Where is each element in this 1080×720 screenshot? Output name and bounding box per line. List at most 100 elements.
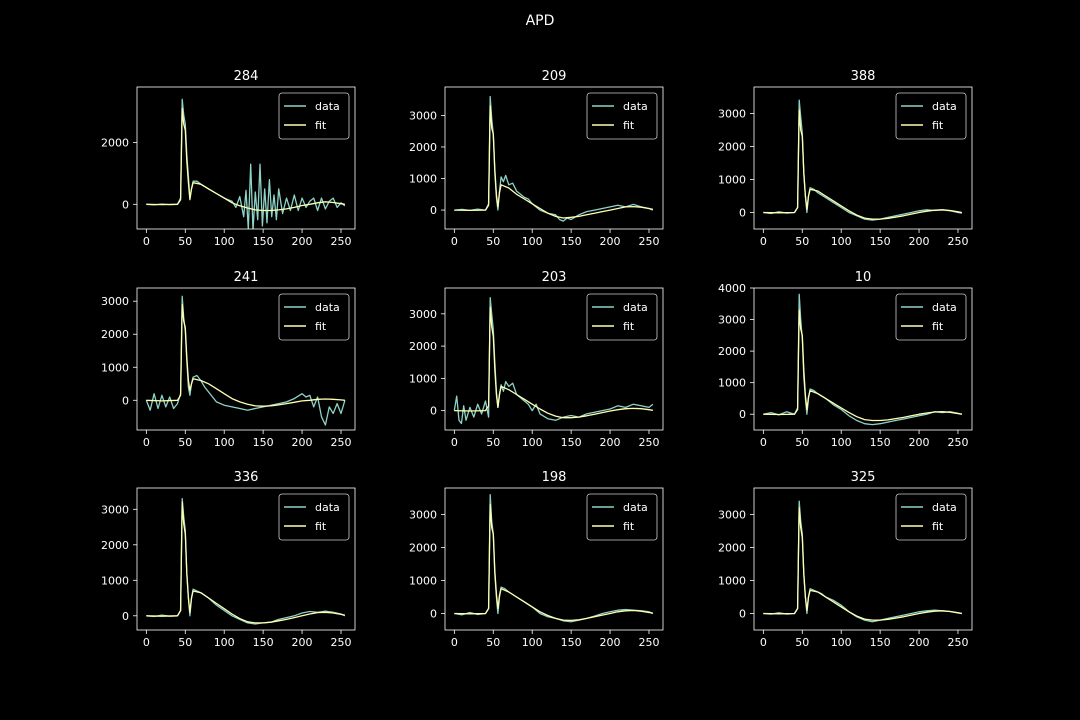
- y-tick-label: 3000: [101, 503, 129, 516]
- series-fit-line: [763, 507, 963, 621]
- series-fit-line: [454, 105, 654, 219]
- legend-label-data: data: [315, 501, 340, 514]
- y-tick-label: 1000: [101, 574, 129, 587]
- y-tick-label: 1000: [718, 377, 746, 390]
- x-tick-label: 50: [795, 235, 809, 248]
- legend-label-data: data: [623, 501, 648, 514]
- legend-box: [895, 493, 967, 541]
- y-tick-label: 0: [430, 204, 437, 217]
- legend-label-fit: fit: [623, 320, 635, 333]
- x-tick-label: 250: [638, 436, 659, 449]
- legend-label-fit: fit: [623, 520, 635, 533]
- x-tick-label: 50: [486, 436, 500, 449]
- x-tick-label: 50: [178, 235, 192, 248]
- x-tick-label: 200: [292, 436, 313, 449]
- legend-label-fit: fit: [315, 320, 327, 333]
- x-tick-label: 0: [143, 636, 150, 649]
- x-tick-label: 150: [561, 235, 582, 248]
- axes-frame: [136, 487, 356, 631]
- subplot-336: 336 0 50 100 150 200 250 0 1000 2000 3000 data fit: [101, 470, 356, 649]
- x-tick-label: 100: [214, 436, 235, 449]
- series-fit-line: [763, 109, 963, 220]
- y-tick-label: 3000: [409, 109, 437, 122]
- x-tick-label: 250: [638, 636, 659, 649]
- legend-label-fit: fit: [932, 320, 944, 333]
- x-tick-label: 250: [947, 235, 968, 248]
- y-tick-label: 3000: [409, 508, 437, 521]
- y-tick-label: 4000: [718, 282, 746, 295]
- y-tick-label: 3000: [409, 308, 437, 321]
- legend: data fit: [895, 92, 967, 140]
- x-tick-label: 200: [600, 436, 621, 449]
- x-tick-label: 100: [831, 235, 852, 248]
- x-tick-label: 100: [522, 636, 543, 649]
- x-tick-label: 100: [522, 436, 543, 449]
- x-tick-label: 200: [600, 636, 621, 649]
- y-tick-label: 0: [122, 610, 129, 623]
- y-tick-label: 2000: [101, 328, 129, 341]
- legend-box: [278, 493, 350, 541]
- subplot-388: 388 0 50 100 150 200 250 0 1000 2000 3000 data fit: [718, 69, 973, 248]
- subplot-title: 284: [234, 69, 259, 84]
- x-tick-label: 50: [178, 636, 192, 649]
- x-tick-label: 100: [214, 235, 235, 248]
- legend-box: [586, 92, 658, 140]
- x-tick-label: 200: [292, 636, 313, 649]
- x-tick-label: 50: [795, 436, 809, 449]
- x-tick-label: 250: [330, 235, 351, 248]
- y-tick-label: 0: [739, 408, 746, 421]
- legend-box: [895, 92, 967, 140]
- x-tick-label: 50: [486, 235, 500, 248]
- x-tick-label: 100: [522, 235, 543, 248]
- y-tick-label: 2000: [101, 539, 129, 552]
- y-tick-label: 2000: [409, 340, 437, 353]
- subplot-284: 284 0 50 100 150 200 250 0 2000 data fit: [101, 69, 356, 248]
- y-tick-label: 1000: [409, 372, 437, 385]
- subplot-241: 241 0 50 100 150 200 250 0 1000 2000 3000 data fit: [101, 270, 356, 449]
- axes-frame: [136, 287, 356, 431]
- y-tick-label: 0: [430, 607, 437, 620]
- x-tick-label: 150: [253, 235, 274, 248]
- x-tick-label: 0: [451, 636, 458, 649]
- x-tick-label: 200: [909, 235, 930, 248]
- y-tick-label: 1000: [718, 574, 746, 587]
- axes-frame: [753, 487, 973, 631]
- legend-box: [586, 493, 658, 541]
- series-data-line: [145, 295, 346, 426]
- x-tick-label: 100: [214, 636, 235, 649]
- subplot-title: 336: [234, 470, 259, 485]
- y-tick-label: 0: [739, 206, 746, 219]
- x-tick-label: 150: [870, 436, 891, 449]
- axes-frame: [444, 487, 664, 631]
- x-tick-label: 0: [760, 636, 767, 649]
- legend: data fit: [278, 293, 350, 341]
- x-tick-label: 150: [561, 436, 582, 449]
- y-tick-label: 2000: [718, 140, 746, 153]
- legend-label-fit: fit: [932, 119, 944, 132]
- y-tick-label: 2000: [101, 137, 129, 150]
- subplot-title: 198: [542, 470, 567, 485]
- legend: data fit: [895, 493, 967, 541]
- subplot-10: 100 50 100 150 200 25001000200030004000datafi…: [718, 270, 973, 449]
- y-tick-label: 2000: [409, 541, 437, 554]
- x-tick-label: 50: [178, 436, 192, 449]
- y-tick-label: 0: [739, 607, 746, 620]
- x-tick-label: 0: [451, 235, 458, 248]
- y-tick-label: 3000: [101, 295, 129, 308]
- legend-label-data: data: [315, 301, 340, 314]
- x-tick-label: 150: [870, 636, 891, 649]
- x-tick-label: 200: [600, 235, 621, 248]
- y-tick-label: 3000: [718, 314, 746, 327]
- legend: data fit: [586, 293, 658, 341]
- legend-label-data: data: [315, 100, 340, 113]
- axes-frame: [444, 86, 664, 230]
- subplot-title: 388: [851, 69, 876, 84]
- x-tick-label: 250: [947, 436, 968, 449]
- x-tick-label: 250: [638, 235, 659, 248]
- legend-box: [278, 92, 350, 140]
- legend-box: [895, 293, 967, 341]
- y-tick-label: 2000: [718, 541, 746, 554]
- series-fit-line: [454, 503, 654, 622]
- legend-label-fit: fit: [623, 119, 635, 132]
